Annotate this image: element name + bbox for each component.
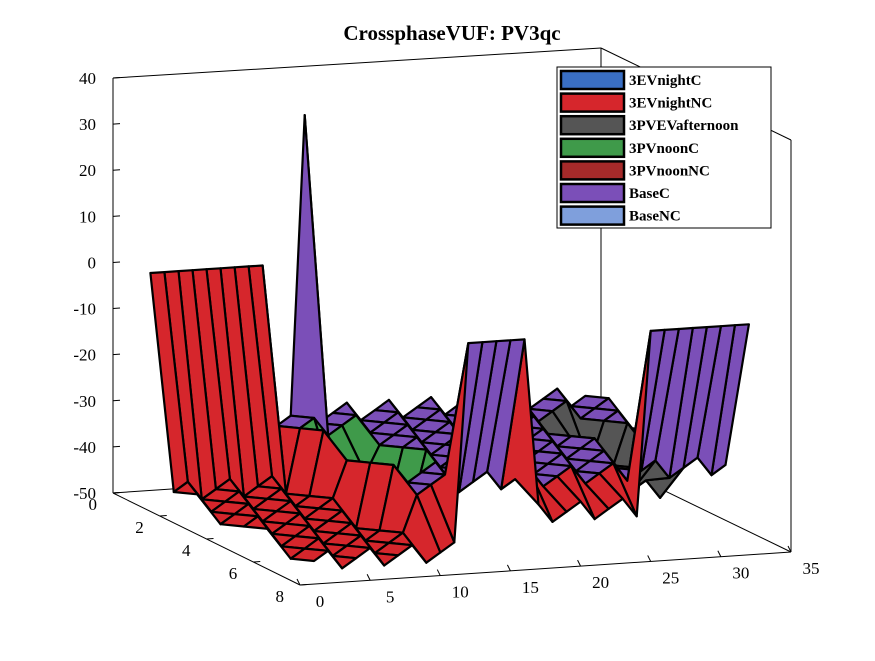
x-tick-mark [296, 578, 301, 586]
x-tick-mark [506, 564, 511, 572]
y-tick-label: 8 [276, 587, 285, 606]
legend-label: BaseC [629, 186, 670, 202]
y-tick-label: 4 [182, 541, 191, 560]
z-tick-mark [112, 169, 121, 171]
z-tick-label: 20 [79, 161, 96, 180]
z-tick-mark [112, 77, 121, 79]
y-tick-label: 6 [229, 564, 238, 583]
z-tick-label: 40 [79, 69, 96, 88]
y-tick-label: 2 [135, 518, 144, 537]
y-tick-mark [112, 492, 121, 494]
legend-label: 3PVEVafternoon [629, 118, 739, 134]
legend: 3EVnightC 3EVnightNC 3PVEVafternoon 3PVnoon… [556, 66, 772, 229]
x-tick-mark [436, 569, 441, 576]
x-tick-label: 5 [386, 587, 395, 606]
z-tick-label: 0 [88, 253, 97, 272]
x-tick-mark [717, 550, 722, 557]
z-tick-mark [112, 399, 121, 402]
z-tick-label: -50 [73, 484, 96, 503]
surface-cell [289, 547, 330, 563]
y-tick-mark [299, 584, 308, 586]
legend-label: BaseNC [629, 209, 681, 225]
x-axis-line [299, 551, 792, 586]
back-top-left-edge [112, 47, 602, 79]
x-tick-mark [787, 545, 792, 553]
legend-label: 3PVnoonNC [629, 163, 710, 179]
z-tick-label: -30 [73, 392, 96, 411]
legend-swatch [559, 182, 626, 204]
z-tick-label: -40 [73, 438, 96, 457]
y-tick-mark [159, 515, 167, 517]
y-tick-label: 0 [89, 495, 98, 514]
surface-cell [289, 113, 330, 437]
z-tick-mark [112, 215, 121, 217]
x-tick-label: 35 [803, 559, 820, 578]
legend-swatch [559, 205, 626, 226]
y-tick-mark [206, 538, 214, 540]
z-tick-mark [112, 353, 121, 356]
surface-plot [149, 113, 751, 570]
x-tick-label: 25 [662, 568, 679, 587]
x-tick-mark [366, 574, 371, 581]
z-tick-label: 10 [79, 207, 96, 226]
legend-swatch [559, 92, 626, 113]
z-tick-mark [112, 261, 121, 263]
y-tick-mark [253, 561, 261, 563]
legend-label: 3PVnoonC [629, 141, 699, 157]
z-tick-mark [112, 307, 121, 310]
z-tick-label: 30 [79, 115, 96, 134]
chart-title: CrossphaseVUF: PV3qc [343, 21, 560, 45]
z-tick-label: -10 [73, 300, 96, 319]
x-tick-label: 15 [522, 578, 539, 597]
legend-swatch [559, 69, 626, 91]
legend-label: 3EVnightC [629, 73, 702, 89]
x-tick-label: 10 [452, 583, 469, 602]
x-tick-mark [647, 555, 652, 562]
z-tick-mark [112, 445, 121, 448]
legend-swatch [559, 137, 626, 159]
legend-swatch [559, 114, 626, 136]
x-tick-label: 0 [316, 592, 325, 611]
x-tick-label: 30 [732, 564, 749, 583]
x-tick-label: 20 [592, 573, 609, 592]
x-tick-mark [577, 559, 582, 567]
legend-label: 3EVnightNC [629, 96, 712, 112]
z-tick-mark [112, 123, 121, 125]
z-tick-label: -20 [73, 346, 96, 365]
legend-swatch [559, 160, 626, 181]
